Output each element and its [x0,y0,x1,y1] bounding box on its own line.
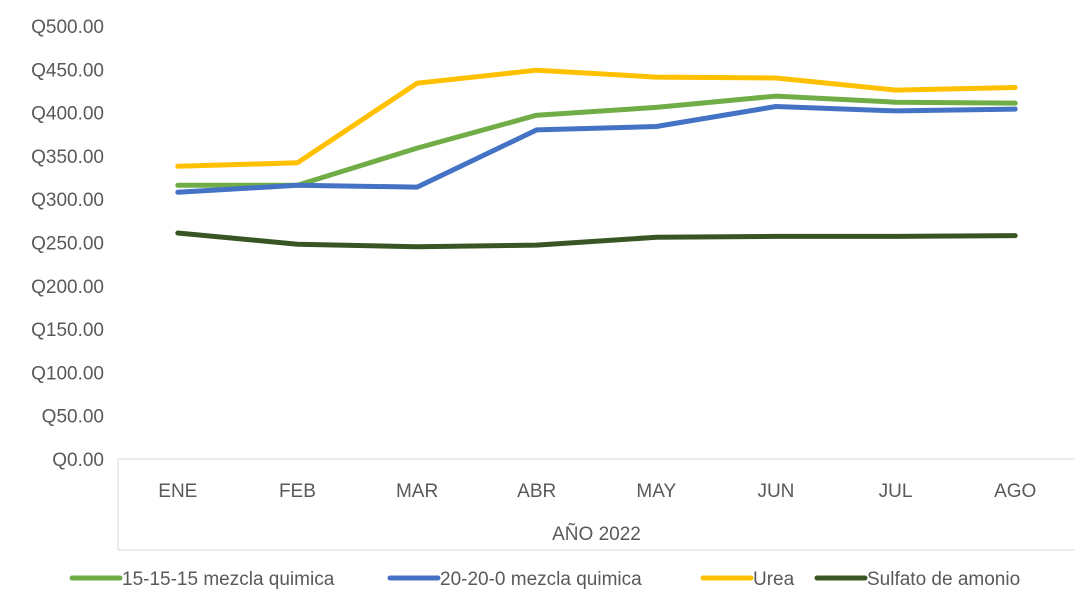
y-tick-label: Q250.00 [31,234,104,255]
y-tick-label: Q0.00 [52,450,104,471]
legend: 15-15-15 mezcla quimica 20-20-0 mezcla qu… [69,569,1020,590]
legend-label: Sulfato de amonio [867,569,1020,590]
x-tick-label: AGO [994,481,1036,502]
y-tick-label: Q400.00 [31,104,104,125]
y-tick-label: Q100.00 [31,363,104,384]
y-tick-label: Q350.00 [31,147,104,168]
series-line-1 [175,93,1018,188]
legend-label: 15-15-15 mezcla quimica [122,569,335,590]
y-tick-label: Q50.00 [42,407,104,428]
x-tick-label: ENE [158,481,197,502]
x-tick-label: JUL [879,481,913,502]
x-tick-label: JUN [757,481,794,502]
x-tick-label: FEB [279,481,316,502]
y-tick-label: Q450.00 [31,60,104,81]
y-tick-label: Q150.00 [31,320,104,341]
x-tick-label: MAY [636,481,676,502]
y-tick-label: Q300.00 [31,190,104,211]
series-line-2 [175,104,1018,195]
series-line-4 [175,230,1018,250]
legend-label: 20-20-0 mezcla quimica [440,569,642,590]
x-axis-title: AÑO 2022 [552,523,641,545]
axes-layer: Q0.00 Q50.00 Q100.00 Q150.00 Q200.00 Q250.00 Q… [31,17,1075,551]
y-tick-label: Q200.00 [31,277,104,298]
y-tick-label: Q500.00 [31,17,104,38]
series-line-3 [175,67,1018,169]
x-tick-label: ABR [517,481,556,502]
series-layer [175,67,1018,250]
x-tick-label: MAR [396,481,438,502]
legend-label: Urea [753,569,795,590]
